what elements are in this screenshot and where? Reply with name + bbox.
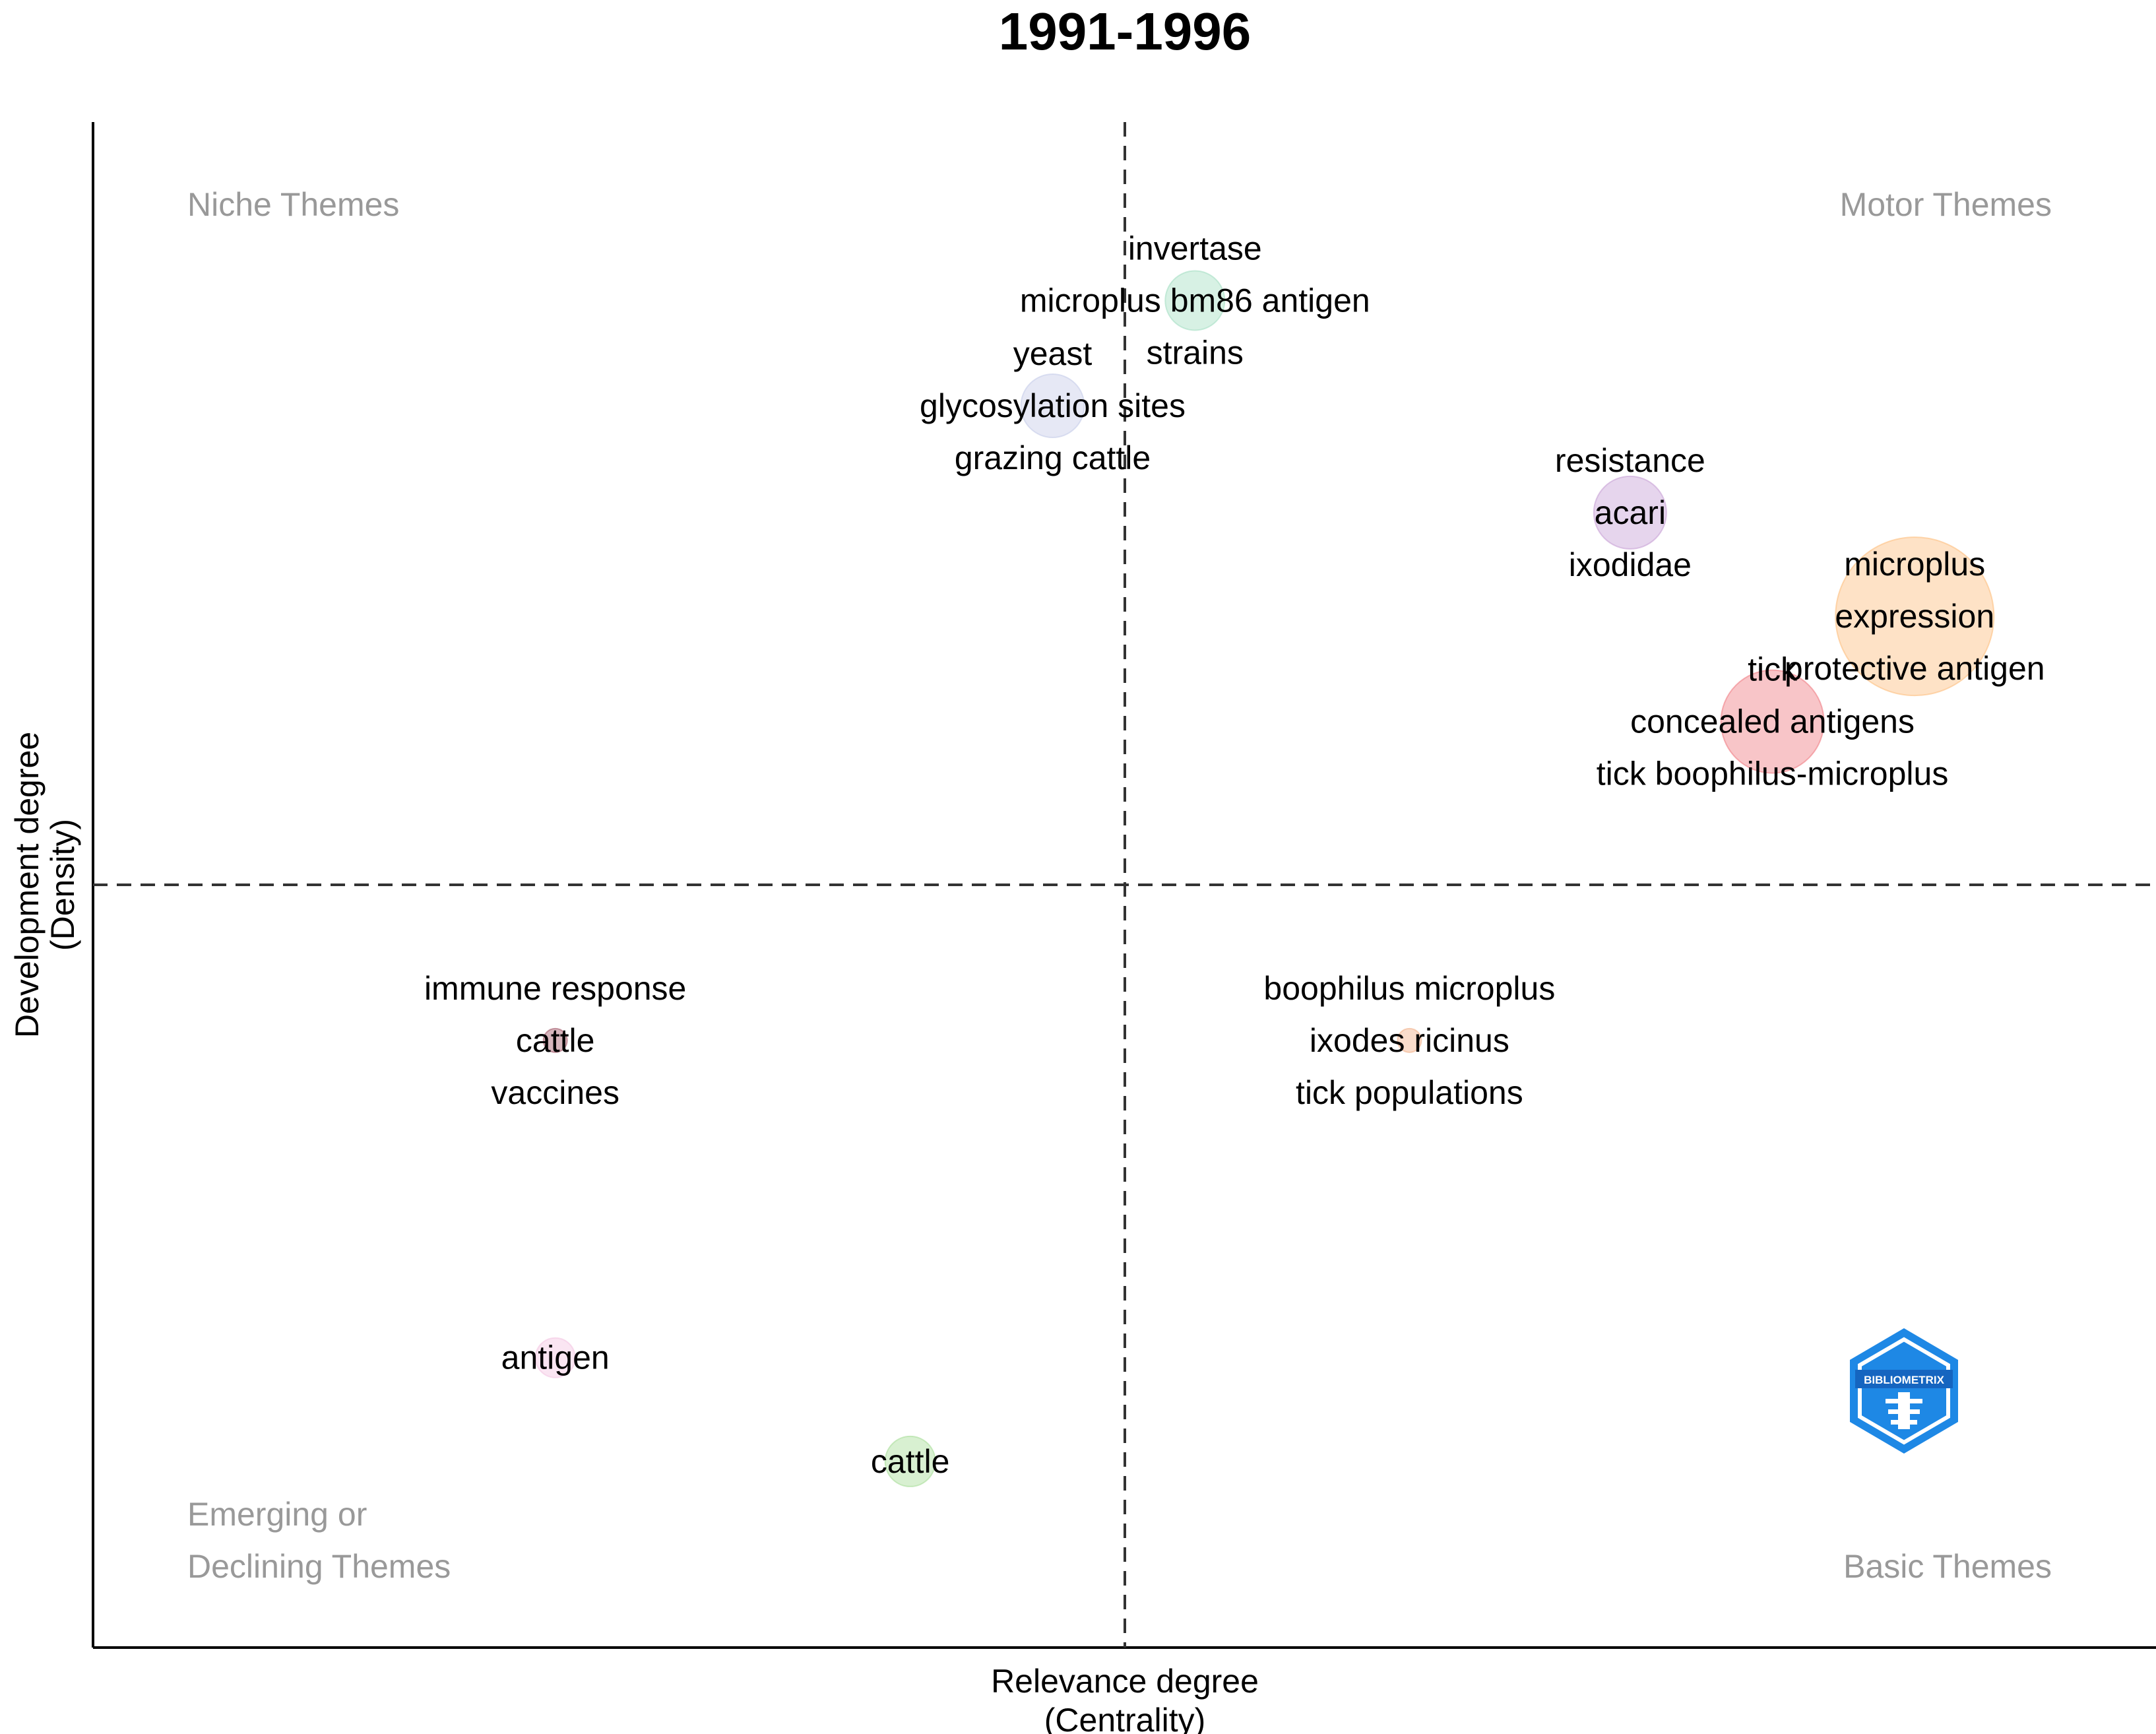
cluster-1-label: invertase <box>1128 230 1262 267</box>
cluster-2-label: yeast <box>1013 335 1093 372</box>
cluster-bubble-2 <box>1020 373 1085 439</box>
cluster-bubble-5 <box>1720 669 1825 774</box>
logo-hexagon-outer <box>1850 1328 1958 1454</box>
cluster-6-label: immune response <box>424 970 686 1007</box>
cluster-6-label: cattle <box>516 1022 595 1059</box>
bubble-layer <box>534 270 1995 1487</box>
cluster-7-label: ixodes ricinus <box>1310 1022 1509 1059</box>
y-axis-title-line-1: Development degree <box>9 732 46 1038</box>
logo-text: BIBLIOMETRIX <box>1864 1374 1944 1386</box>
cluster-9-label: cattle <box>871 1443 950 1480</box>
cluster-1-label: microplus bm86 antigen <box>1020 282 1370 319</box>
cluster-bubble-6 <box>542 1027 568 1053</box>
basic-themes-label: Basic Themes <box>1843 1548 2052 1585</box>
cluster-bubble-4 <box>1835 536 1995 697</box>
niche-themes-label: Niche Themes <box>187 186 399 223</box>
cluster-4-label: protective antigen <box>1785 650 2045 687</box>
bibliometrix-logo: BIBLIOMETRIX <box>1850 1328 1958 1454</box>
cluster-7-label: boophilus microplus <box>1263 970 1555 1007</box>
cluster-label-layer: invertase microplus bm86 antigen strains ye… <box>424 230 2045 1480</box>
cluster-5-label: tick <box>1748 651 1798 688</box>
cluster-2-label: glycosylation sites <box>920 387 1186 424</box>
cluster-3-label: ixodidae <box>1569 546 1692 583</box>
cluster-bubble-8 <box>534 1337 576 1378</box>
cluster-4-label: microplus <box>1844 546 1985 583</box>
cluster-2-label: grazing cattle <box>955 439 1151 476</box>
cluster-bubble-7 <box>1397 1027 1422 1053</box>
logo-tower-icon <box>1886 1392 1922 1429</box>
emerging-declining-label-line-2: Declining Themes <box>187 1548 451 1585</box>
cluster-5-label: tick boophilus-microplus <box>1597 755 1949 792</box>
cluster-5-label: concealed antigens <box>1630 703 1915 740</box>
y-axis-title-line-2: (Density) <box>44 819 81 951</box>
x-axis-title-line-2: (Centrality) <box>1044 1702 1205 1734</box>
x-axis-title-line-1: Relevance degree <box>991 1663 1259 1700</box>
cluster-bubble-9 <box>884 1435 936 1487</box>
chart-title: 1991-1996 <box>999 2 1252 61</box>
cluster-3-label: resistance <box>1555 442 1705 479</box>
cluster-1-label: strains <box>1147 335 1244 371</box>
cluster-3-label: acari <box>1595 494 1666 531</box>
logo-hexagon-inner <box>1858 1337 1950 1445</box>
cluster-bubble-3 <box>1593 475 1667 550</box>
motor-themes-label: Motor Themes <box>1840 186 2052 223</box>
cluster-7-label: tick populations <box>1296 1074 1523 1111</box>
cluster-bubble-1 <box>1164 270 1226 331</box>
cluster-4-label: expression <box>1835 598 1994 635</box>
emerging-declining-label-line-1: Emerging or <box>187 1496 367 1533</box>
cluster-8-label: antigen <box>501 1339 610 1376</box>
logo-banner <box>1855 1370 1953 1388</box>
cluster-6-label: vaccines <box>491 1074 619 1111</box>
